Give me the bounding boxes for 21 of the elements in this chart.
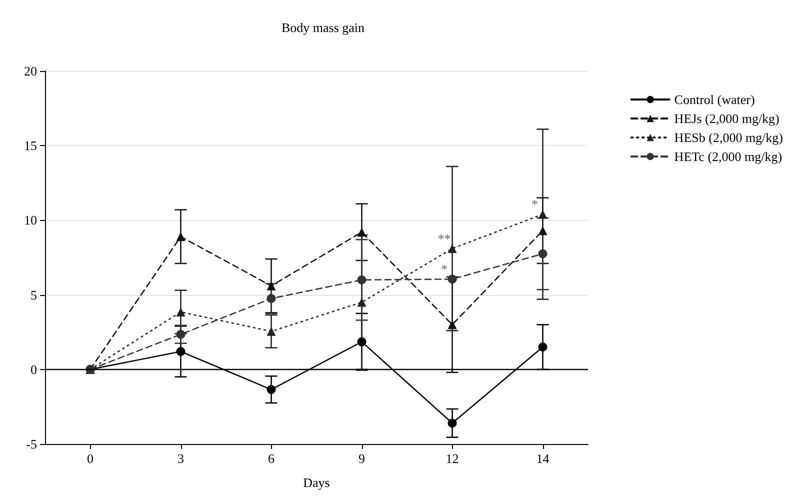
legend-label: Control (water) [674, 92, 755, 107]
x-axis-title: Days [303, 475, 330, 490]
x-tick-label: 9 [358, 451, 365, 466]
legend-label: HETc (2,000 mg/kg) [674, 149, 782, 164]
y-tick-label: 10 [24, 212, 37, 228]
y-tick-label: 15 [24, 138, 37, 154]
annotation: * [441, 262, 448, 277]
x-tick-label: 0 [87, 451, 94, 466]
x-tick-label: 3 [178, 451, 184, 466]
annotation: ** [438, 231, 451, 246]
y-tick-label: 20 [24, 64, 37, 78]
legend-label: HESb (2,000 mg/kg) [674, 130, 784, 145]
legend-label: HEJs (2,000 mg/kg) [674, 111, 780, 126]
annotation: * [532, 196, 538, 212]
x-tick-label: 6 [268, 451, 275, 466]
y-tick-label: 5 [30, 287, 37, 302]
x-tick-label: 14 [536, 451, 550, 466]
y-tick-label: -5 [26, 436, 37, 452]
chart-title: Body mass gain [281, 20, 366, 35]
x-tick-label: 12 [446, 451, 459, 466]
y-tick-label: 0 [30, 362, 37, 377]
